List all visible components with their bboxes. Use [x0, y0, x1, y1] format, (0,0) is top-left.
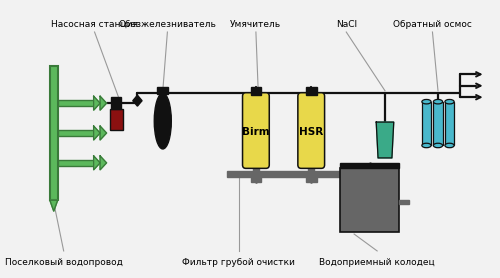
Text: Обезжелезниватель: Обезжелезниватель	[118, 20, 216, 29]
Ellipse shape	[445, 143, 454, 148]
Polygon shape	[94, 156, 100, 170]
Bar	[250, 176, 261, 182]
Polygon shape	[133, 95, 142, 101]
Text: Умячитель: Умячитель	[230, 20, 281, 29]
Text: Birm: Birm	[242, 127, 270, 137]
Text: HSR: HSR	[299, 127, 324, 137]
Bar	[228, 171, 364, 177]
Text: Водоприемный колодец: Водоприемный колодец	[320, 258, 435, 267]
Bar	[422, 102, 431, 145]
Bar	[158, 87, 168, 94]
Bar	[434, 102, 442, 145]
Polygon shape	[94, 126, 100, 140]
Polygon shape	[100, 96, 106, 110]
Text: Фильтр грубой очистки: Фильтр грубой очистки	[182, 258, 296, 267]
Polygon shape	[94, 96, 100, 110]
Polygon shape	[50, 200, 58, 211]
Polygon shape	[100, 156, 106, 170]
Text: Насосная станция: Насосная станция	[51, 20, 138, 29]
Ellipse shape	[445, 100, 454, 104]
Bar	[400, 200, 409, 204]
Bar	[250, 87, 261, 95]
Text: Поселковый водопровод: Поселковый водопровод	[4, 258, 122, 267]
Bar	[340, 163, 400, 168]
Bar	[111, 98, 122, 109]
Bar	[252, 168, 259, 176]
Text: Обратный осмос: Обратный осмос	[393, 20, 472, 29]
Polygon shape	[100, 126, 106, 140]
Bar	[58, 160, 94, 166]
Ellipse shape	[434, 143, 442, 148]
Bar	[306, 176, 316, 182]
Ellipse shape	[422, 100, 431, 104]
Polygon shape	[376, 122, 394, 158]
Text: NaCl: NaCl	[336, 20, 357, 29]
Bar	[58, 100, 94, 106]
Bar	[306, 87, 316, 95]
Bar	[50, 66, 58, 200]
Ellipse shape	[154, 93, 172, 149]
FancyBboxPatch shape	[242, 93, 270, 168]
Bar	[58, 130, 94, 136]
Bar	[110, 109, 122, 130]
Bar	[340, 168, 400, 232]
Ellipse shape	[434, 100, 442, 104]
Bar	[308, 168, 314, 176]
Polygon shape	[133, 101, 142, 106]
Bar	[445, 102, 454, 145]
FancyBboxPatch shape	[298, 93, 324, 168]
Ellipse shape	[422, 143, 431, 148]
